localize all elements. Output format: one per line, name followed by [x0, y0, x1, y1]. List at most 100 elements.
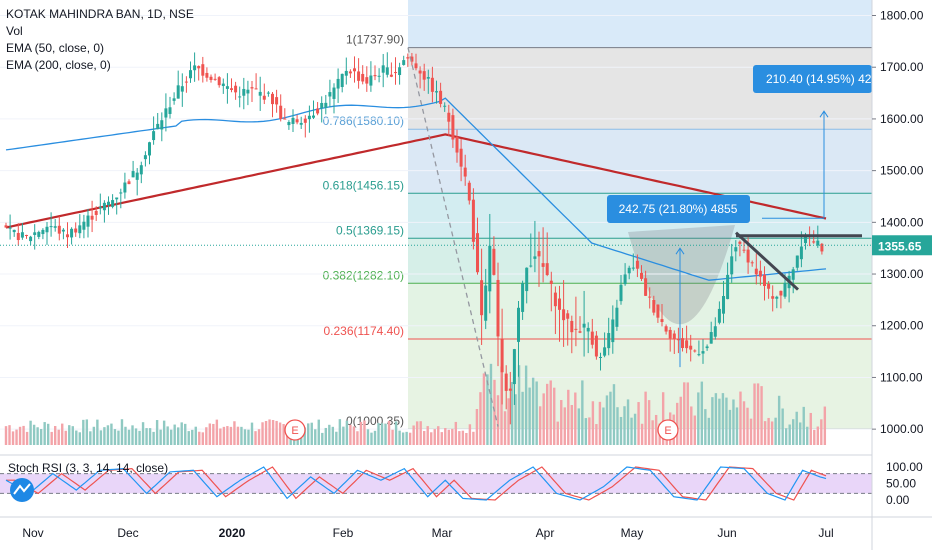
volume-bar	[746, 407, 749, 445]
candle-body	[205, 72, 209, 78]
volume-bar	[131, 425, 134, 445]
candle-body	[373, 75, 377, 77]
candle-body	[635, 260, 639, 269]
volume-bar	[577, 408, 581, 445]
candle-body	[115, 197, 119, 200]
candle-body	[49, 226, 53, 228]
volume-bar	[36, 427, 39, 445]
candle-body	[459, 148, 463, 167]
volume-bar	[275, 420, 278, 445]
time-axis-label-dec: Dec	[117, 526, 138, 540]
stoch-rsi-label: Stoch RSI (3, 3, 14, 14, close)	[8, 461, 168, 475]
volume-bar	[152, 431, 155, 445]
candle-body	[722, 296, 725, 314]
volume-bar	[71, 426, 74, 445]
volume-bar	[784, 428, 788, 445]
candle-body	[594, 335, 598, 357]
symbol-title: KOTAK MAHINDRA BAN, 1D, NSE	[6, 7, 194, 21]
candle-body	[348, 71, 352, 74]
volume-bar	[500, 366, 503, 445]
candle-body	[152, 131, 156, 141]
candle-body	[389, 74, 393, 77]
candle-body	[238, 96, 242, 98]
time-axis-label-jul: Jul	[818, 526, 833, 540]
candle-body	[726, 274, 730, 300]
candle-body	[492, 248, 496, 275]
volume-bar	[654, 414, 658, 445]
volume-bar	[535, 381, 538, 445]
candle-body	[394, 72, 397, 74]
volume-bar	[560, 400, 563, 445]
last-price-label: 1355.65	[878, 239, 922, 253]
candle-body	[582, 323, 586, 328]
volume-bar	[50, 431, 53, 445]
candle-body	[320, 102, 324, 109]
candle-body	[529, 265, 533, 267]
candle-body	[266, 92, 270, 94]
candle-body	[180, 86, 184, 92]
candle-body	[615, 307, 619, 327]
volume-bar	[338, 419, 342, 445]
candle-body	[447, 112, 451, 122]
time-axis-label-jun: Jun	[717, 526, 736, 540]
volume-bar	[419, 421, 422, 445]
volume-bar	[405, 431, 408, 445]
volume-bar	[507, 398, 510, 445]
volume-bar	[215, 419, 219, 445]
volume-bar	[268, 419, 271, 445]
volume-bar	[43, 422, 46, 445]
candle-body	[127, 181, 131, 185]
cup-depth-label-box	[607, 195, 750, 223]
candle-body	[435, 91, 438, 93]
volume-bar	[760, 386, 763, 445]
volume-bar	[609, 391, 612, 445]
volume-bar	[166, 426, 169, 445]
volume-bar	[553, 387, 556, 445]
candle-body	[242, 88, 246, 96]
candle-body	[258, 91, 262, 96]
volume-bar	[57, 429, 60, 445]
volume-bar	[187, 431, 190, 445]
volume-bar	[22, 425, 25, 445]
volume-bar	[82, 419, 85, 445]
candle-body	[717, 308, 721, 323]
volume-bar	[542, 393, 545, 445]
candle-body	[689, 345, 693, 350]
time-axis-label-feb: Feb	[333, 526, 354, 540]
candle-body	[476, 233, 479, 273]
volume-bar	[444, 428, 447, 445]
volume-bar	[725, 397, 728, 445]
indicator-ema-50[interactable]: EMA (50, close, 0)	[6, 41, 105, 55]
candle-body	[767, 284, 771, 289]
target-label: 210.40 (14.95%) 4200	[766, 72, 885, 86]
volume-bar	[391, 429, 394, 445]
candle-body	[451, 115, 455, 140]
volume-bar	[219, 428, 222, 445]
candle-body	[86, 215, 90, 227]
indicator-volume[interactable]: Vol	[6, 24, 23, 38]
time-axis-label-nov: Nov	[22, 526, 43, 540]
volume-bar	[103, 427, 106, 445]
candle-body	[344, 70, 348, 76]
candle-body	[275, 97, 279, 105]
candle-body	[262, 95, 266, 100]
candle-body	[78, 225, 82, 234]
indicator-ema-200[interactable]: EMA (200, close, 0)	[6, 58, 111, 72]
volume-bar	[359, 421, 363, 445]
volume-bar	[271, 420, 275, 445]
time-axis-label-2020: 2020	[219, 526, 246, 540]
volume-bar	[433, 429, 436, 445]
volume-bar	[134, 428, 138, 445]
candle-body	[410, 56, 414, 62]
volume-bar	[208, 423, 212, 445]
volume-bar	[25, 431, 29, 445]
candle-body	[94, 210, 98, 215]
volume-bar	[412, 425, 415, 445]
candle-body	[20, 232, 24, 238]
volume-bar	[366, 429, 370, 445]
time-axis-label-apr: Apr	[536, 526, 555, 540]
volume-bar	[61, 423, 64, 445]
candle-body	[570, 320, 574, 333]
candle-body	[574, 328, 578, 330]
